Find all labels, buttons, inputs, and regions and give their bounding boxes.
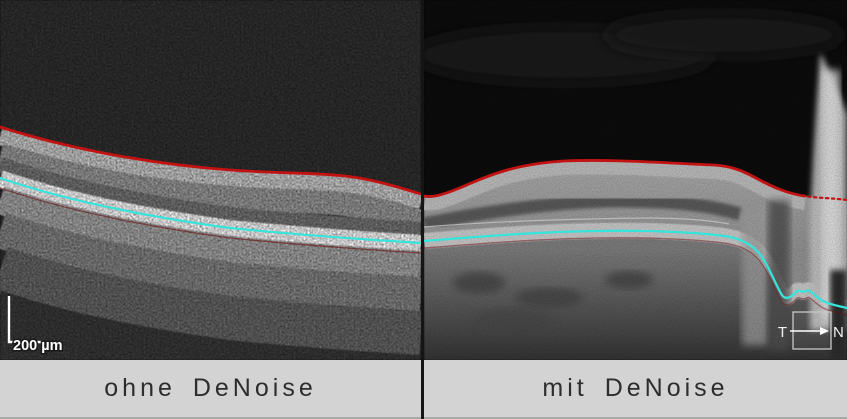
oct-scan-without-denoise: 200 µm — [0, 0, 421, 360]
oct-scan-with-denoise: T N — [424, 0, 847, 360]
caption-bar: ohne DeNoise mit DeNoise — [0, 360, 847, 419]
scale-bar: 200 µm — [7, 296, 64, 356]
bright-column — [742, 210, 768, 345]
deep-tissue — [0, 290, 421, 360]
panel-divider — [421, 0, 424, 419]
choroid-vessel — [474, 308, 554, 332]
vessel-shadow — [768, 200, 790, 350]
orientation-marker: T N — [778, 311, 844, 350]
choroid-vessel — [515, 288, 583, 308]
elm-line — [424, 217, 730, 228]
caption-without-denoise: ohne DeNoise — [0, 360, 421, 419]
orientation-arrowhead-icon — [820, 327, 829, 335]
scale-bar-icon — [7, 296, 47, 344]
scale-bar-label: 200 µm — [13, 338, 62, 354]
optic-nerve-streak-core — [822, 70, 840, 320]
choroid-vessel — [605, 271, 653, 289]
inner-nuclear-band — [424, 194, 742, 231]
vitreous-haze — [604, 13, 844, 57]
panel-with-denoise: T N — [424, 0, 847, 360]
caption-with-denoise: mit DeNoise — [424, 360, 847, 419]
nasal-label: N — [833, 324, 844, 341]
panel-without-denoise: 200 µm — [0, 0, 421, 360]
upper-segmentation-line-dotted — [800, 194, 847, 202]
temporal-label: T — [778, 324, 787, 341]
speckle-image — [0, 0, 421, 360]
scan-row: 200 µm — [0, 0, 847, 360]
retina-tissue — [424, 160, 847, 308]
dark-corner — [830, 270, 847, 360]
denoised-image — [424, 0, 847, 360]
choroid-vessel — [453, 272, 505, 294]
